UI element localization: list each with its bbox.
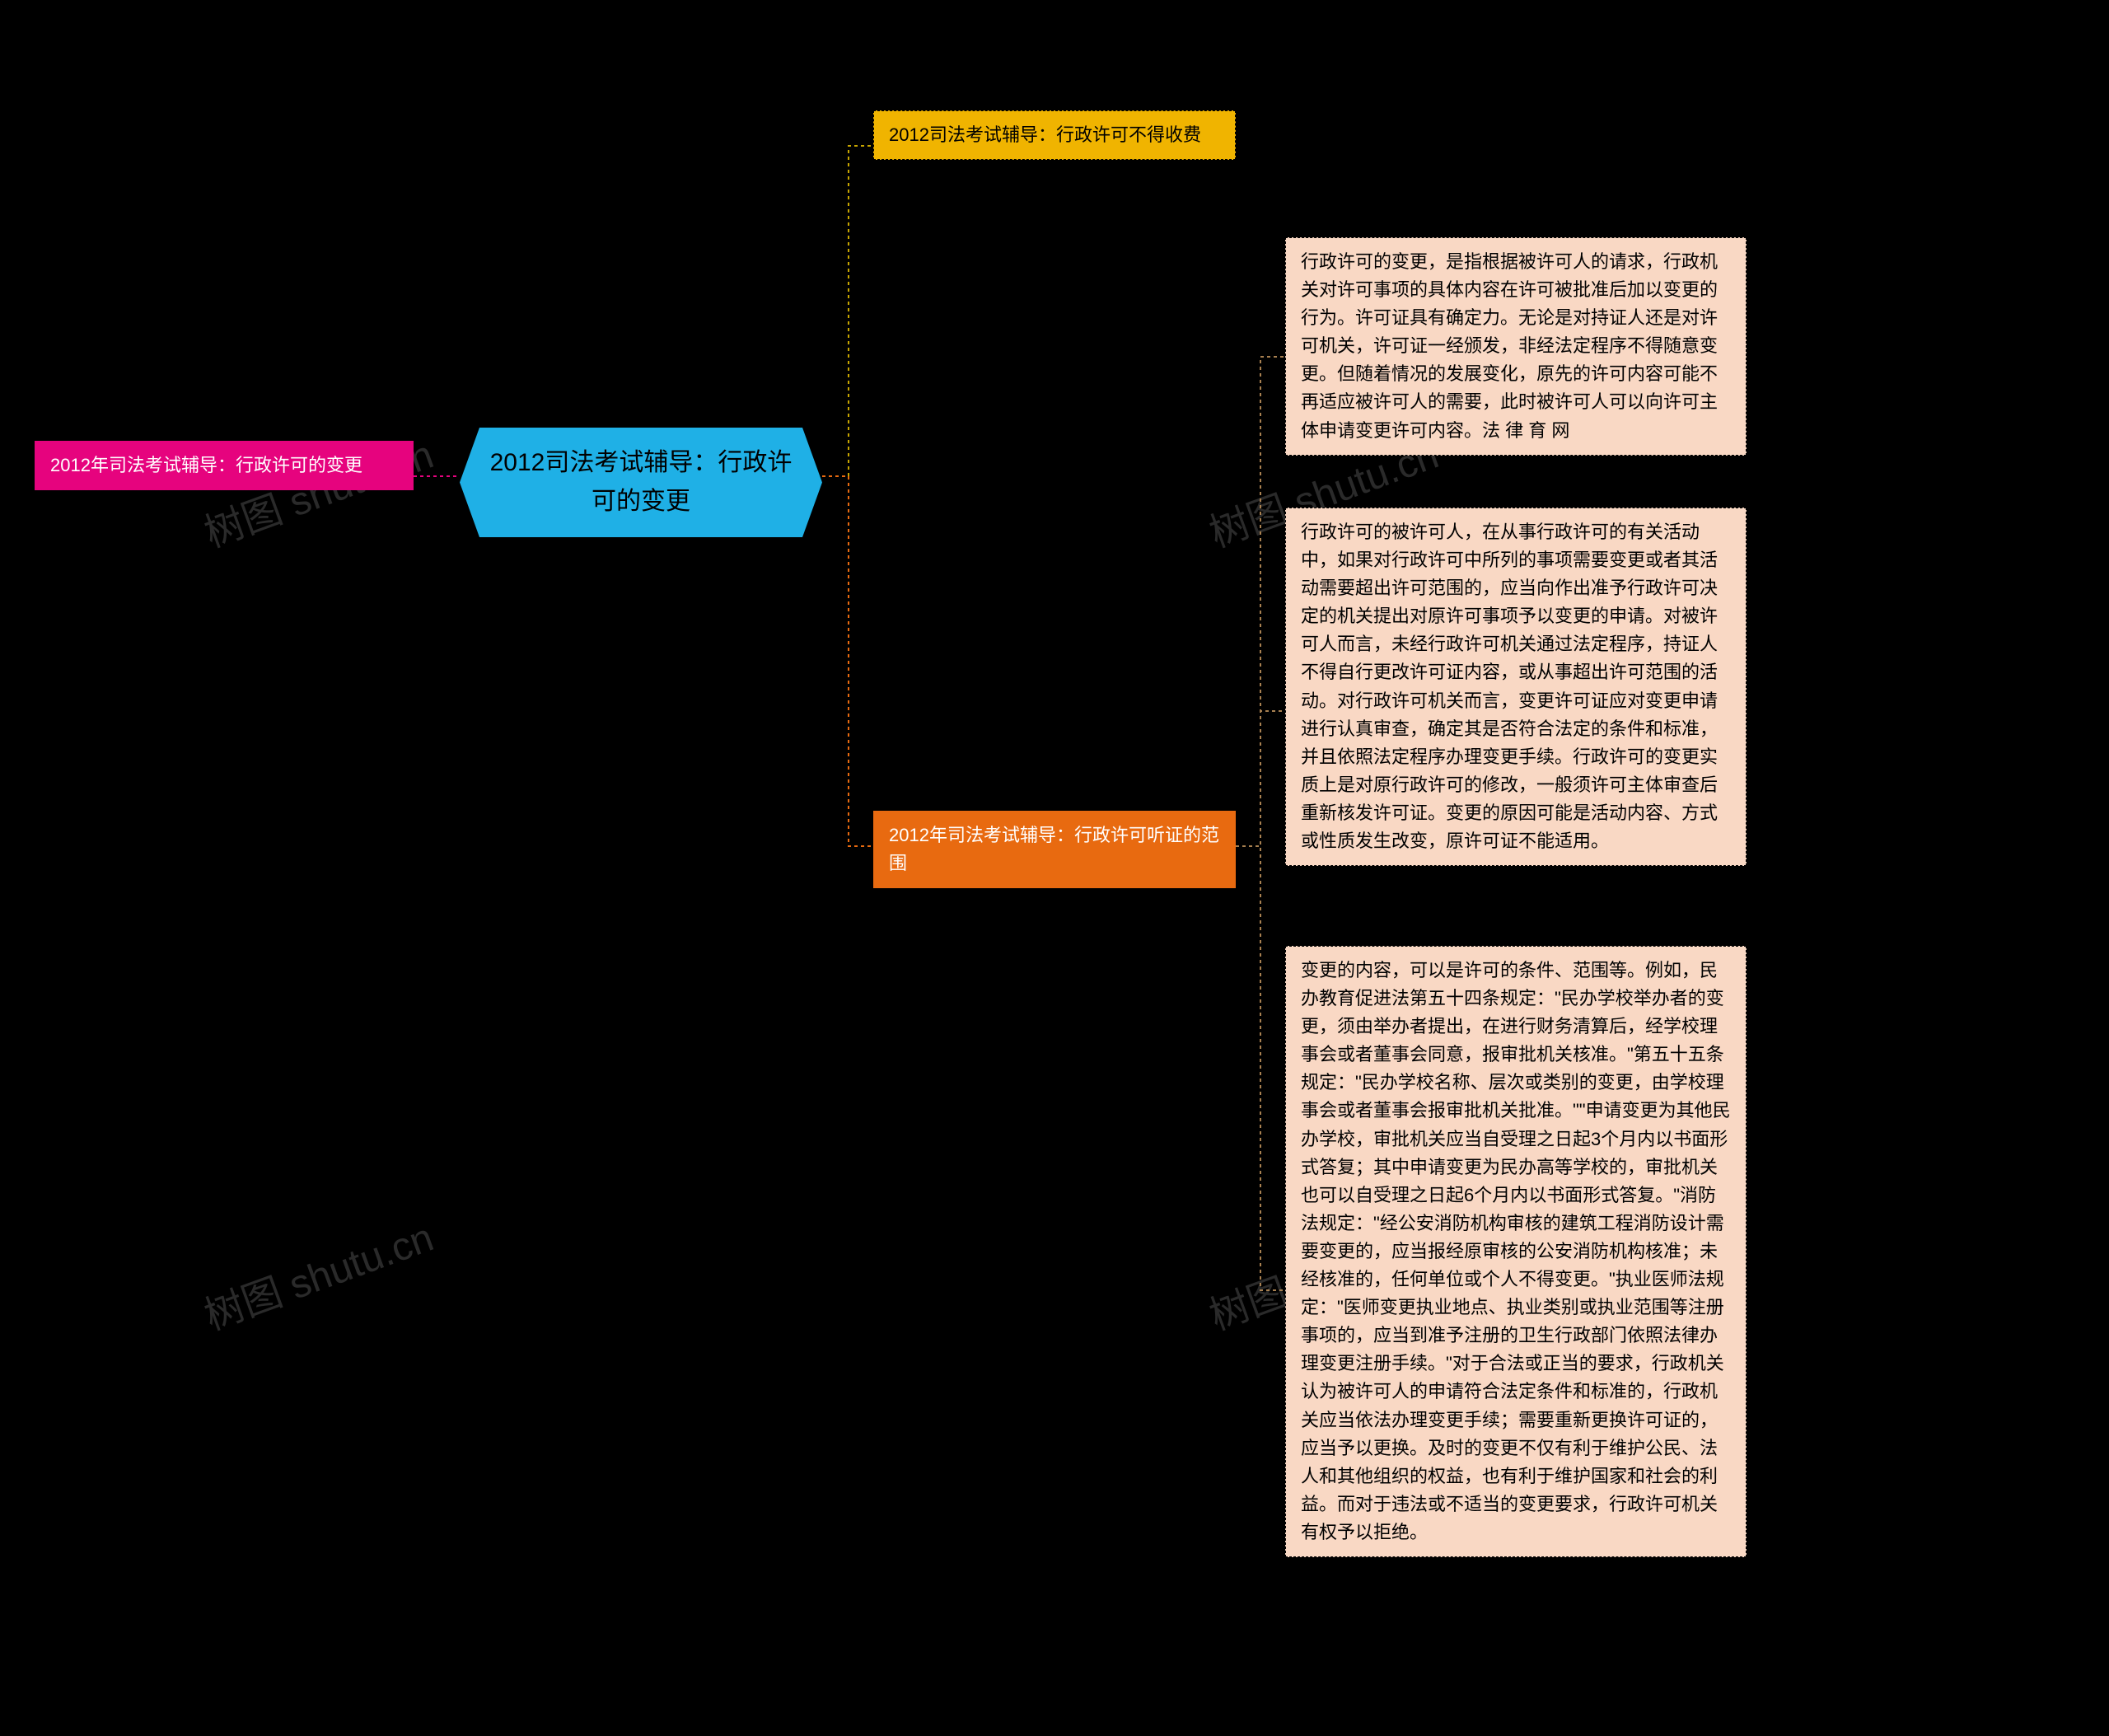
node-peach-3[interactable]: 变更的内容，可以是许可的条件、范围等。例如，民办教育促进法第五十四条规定："民办… xyxy=(1285,946,1747,1557)
node-text: 2012司法考试辅导：行政许可不得收费 xyxy=(889,124,1201,145)
node-center-root[interactable]: 2012司法考试辅导：行政许可的变更 xyxy=(460,428,822,537)
node-mid-orange[interactable]: 2012年司法考试辅导：行政许可听证的范围 xyxy=(873,811,1236,888)
node-text: 变更的内容，可以是许可的条件、范围等。例如，民办教育促进法第五十四条规定："民办… xyxy=(1301,960,1731,1542)
node-peach-1[interactable]: 行政许可的变更，是指根据被许可人的请求，行政机关对许可事项的具体内容在许可被批准… xyxy=(1285,237,1747,456)
node-text: 行政许可的被许可人，在从事行政许可的有关活动中，如果对行政许可中所列的事项需要变… xyxy=(1301,522,1718,851)
node-text: 行政许可的变更，是指根据被许可人的请求，行政机关对许可事项的具体内容在许可被批准… xyxy=(1301,251,1718,441)
node-text: 2012司法考试辅导：行政许可的变更 xyxy=(490,449,793,515)
node-peach-2[interactable]: 行政许可的被许可人，在从事行政许可的有关活动中，如果对行政许可中所列的事项需要变… xyxy=(1285,508,1747,866)
node-top-yellow[interactable]: 2012司法考试辅导：行政许可不得收费 xyxy=(873,110,1236,160)
node-left-pink[interactable]: 2012年司法考试辅导：行政许可的变更 xyxy=(35,441,414,490)
node-text: 2012年司法考试辅导：行政许可听证的范围 xyxy=(889,825,1219,873)
node-text: 2012年司法考试辅导：行政许可的变更 xyxy=(50,455,362,475)
watermark: 树图 shutu.cn xyxy=(195,1205,440,1341)
